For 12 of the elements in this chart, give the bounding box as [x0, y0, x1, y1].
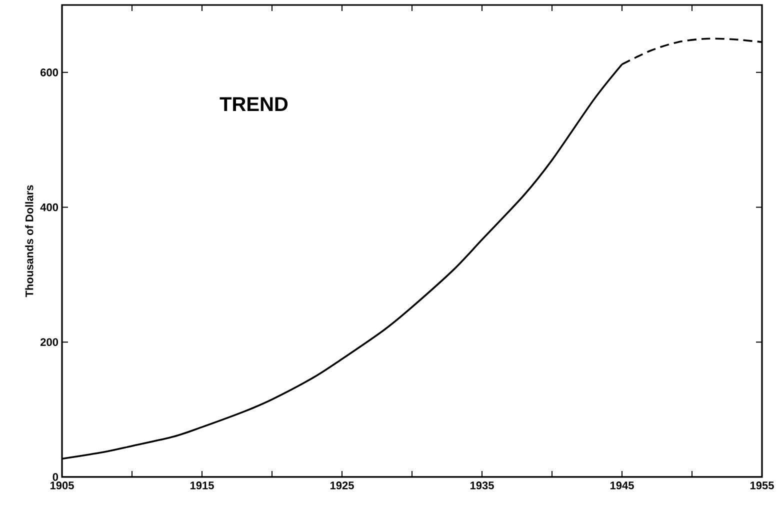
y-tick-label: 200: [40, 338, 58, 346]
x-tick-label: 1935: [470, 482, 494, 490]
x-tick-label: 1945: [610, 482, 634, 490]
y-tick-label: 0: [52, 473, 58, 481]
y-axis-title: Thousands of Dollars: [25, 185, 34, 298]
x-tick-label: 1905: [50, 482, 74, 490]
x-tick-label: 1915: [190, 482, 214, 490]
x-tick-label: 1955: [750, 482, 774, 490]
x-tick-label: 1925: [330, 482, 354, 490]
y-tick-label: 400: [40, 203, 58, 212]
y-tick-label: 600: [40, 68, 58, 76]
annotation: TREND: [220, 97, 288, 111]
